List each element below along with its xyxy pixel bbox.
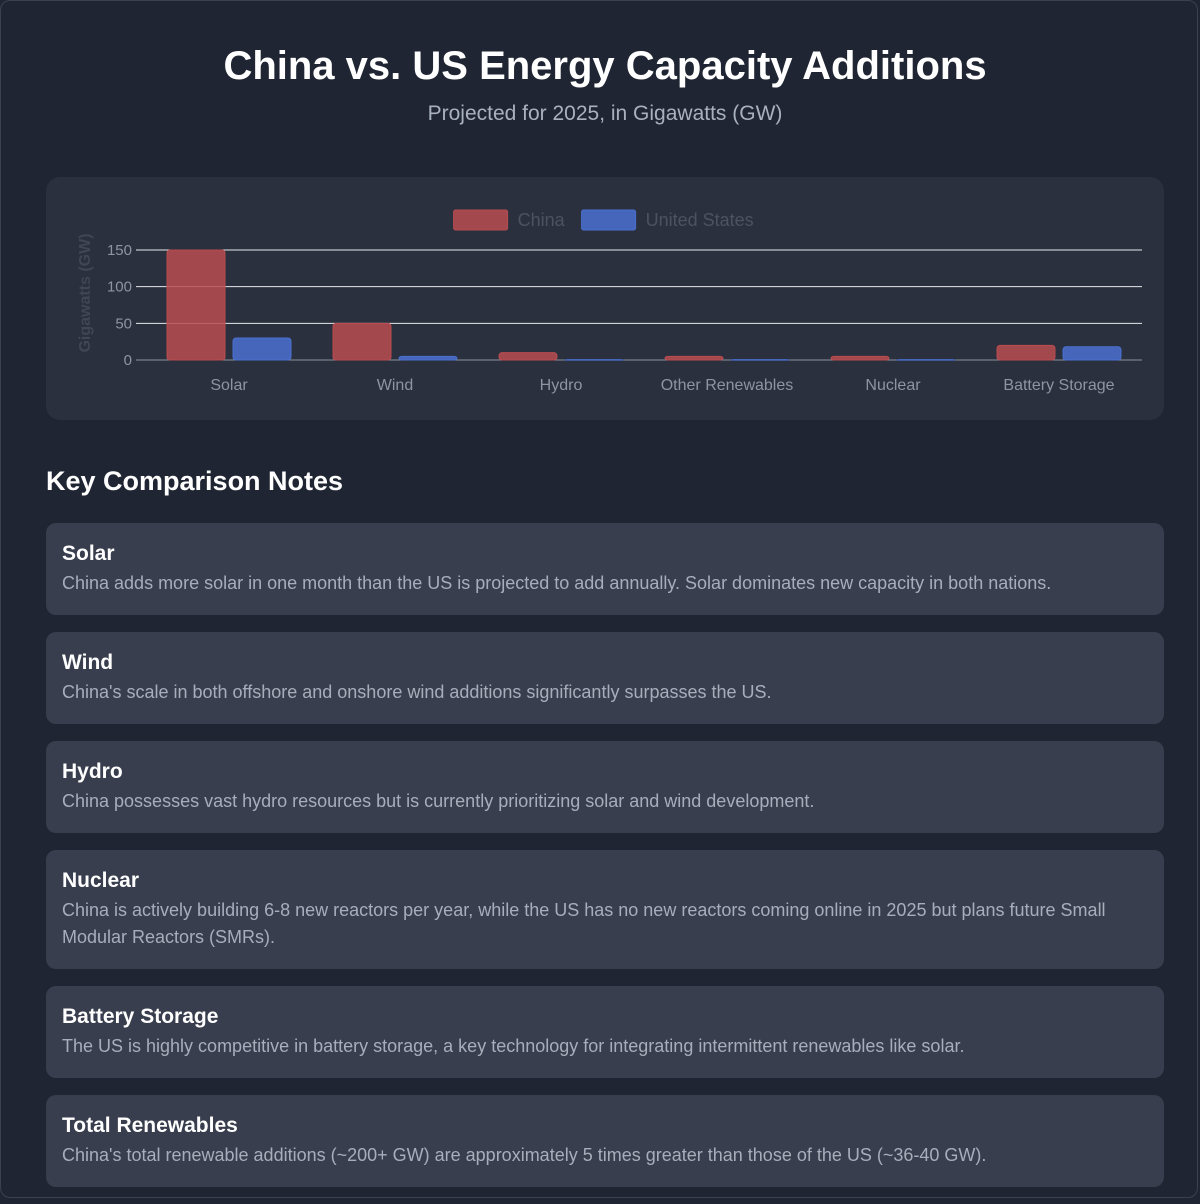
bar-us <box>398 355 458 361</box>
x-tick-label: Battery Storage <box>1003 377 1114 394</box>
x-tick-label: Other Renewables <box>661 377 794 394</box>
note-card: Wind China's scale in both offshore and … <box>46 632 1164 724</box>
page-content: China vs. US Energy Capacity Additions P… <box>46 0 1164 1187</box>
note-text: China adds more solar in one month than … <box>62 573 1052 593</box>
bar-china <box>166 249 226 361</box>
bar-china <box>996 344 1056 361</box>
chart-card: 0 50 100 150 Gigawatts (GW) Solar Wind Hydro Oth… <box>46 177 1164 420</box>
note-title: Nuclear <box>62 869 140 892</box>
note-title: Hydro <box>62 760 123 783</box>
note-card: Solar China adds more solar in one month… <box>46 523 1164 615</box>
bar-us <box>730 359 790 361</box>
y-tick-label: 100 <box>107 279 132 296</box>
note-card: Hydro China possesses vast hydro resourc… <box>46 741 1164 833</box>
note-card: Battery Storage The US is highly competi… <box>46 986 1164 1078</box>
note-text: The US is highly competitive in battery … <box>62 1036 965 1056</box>
note-text: China's scale in both offshore and onsho… <box>62 682 772 702</box>
note-card: Total Renewables China's total renewable… <box>46 1095 1164 1187</box>
note-text: China's total renewable additions (~200+… <box>62 1145 987 1165</box>
y-axis-label: Gigawatts (GW) <box>77 233 94 352</box>
note-title: Solar <box>62 542 115 565</box>
page-title: China vs. US Energy Capacity Additions <box>223 44 987 88</box>
legend-label: United States <box>646 210 754 230</box>
note-card: Nuclear China is actively building 6-8 n… <box>46 850 1164 969</box>
page-subtitle: Projected for 2025, in Gigawatts (GW) <box>427 102 783 125</box>
bar-us <box>896 359 956 361</box>
y-tick-label: 150 <box>107 242 132 259</box>
bar-china <box>830 355 890 361</box>
legend-label: China <box>518 210 566 230</box>
bar-us <box>564 359 624 361</box>
note-title: Total Renewables <box>62 1114 238 1137</box>
notes-list: Solar China adds more solar in one month… <box>46 523 1164 1204</box>
x-tick-label: Wind <box>377 377 413 394</box>
note-text: China is actively building 6-8 new react… <box>62 900 1106 947</box>
note-text: China possesses vast hydro resources but… <box>62 791 815 811</box>
bar-china <box>498 352 558 361</box>
y-tick-label: 50 <box>115 315 132 332</box>
bar-china <box>332 322 392 361</box>
note-title: Wind <box>62 651 114 674</box>
bar-china <box>664 355 724 361</box>
x-tick-label: Solar <box>210 377 248 394</box>
legend-swatch-us <box>581 209 637 231</box>
y-tick-label: 0 <box>124 352 132 369</box>
bar-us <box>1062 346 1122 361</box>
x-tick-label: Nuclear <box>865 377 921 394</box>
bar-chart: 0 50 100 150 Gigawatts (GW) Solar Wind Hydro Oth… <box>77 209 1142 394</box>
notes-heading: Key Comparison Notes <box>46 466 344 496</box>
bar-us <box>232 337 292 361</box>
x-tick-label: Hydro <box>540 377 583 394</box>
legend-swatch-china <box>453 209 509 231</box>
note-title: Battery Storage <box>62 1005 219 1028</box>
